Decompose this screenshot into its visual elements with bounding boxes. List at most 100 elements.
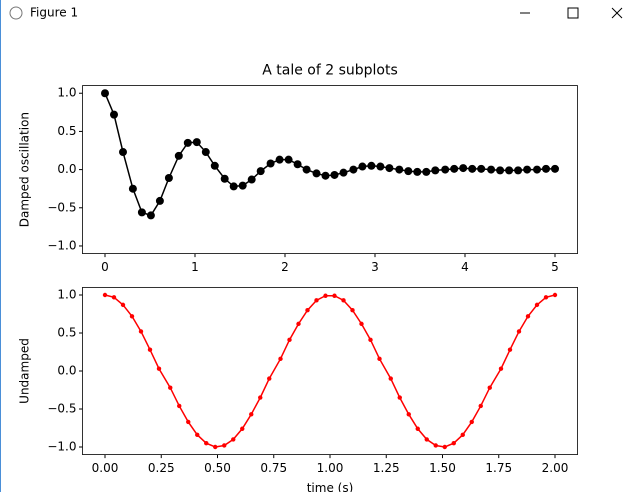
x-tick-label: 1.50 <box>429 461 456 475</box>
y-tick-label: −0.5 <box>47 402 76 416</box>
point <box>487 165 496 174</box>
point <box>404 167 413 176</box>
point <box>192 138 201 147</box>
point <box>388 376 393 381</box>
point <box>174 151 183 160</box>
point <box>101 89 109 98</box>
window-title: Figure 1 <box>30 6 78 20</box>
point <box>146 211 155 220</box>
point <box>451 441 456 446</box>
point <box>534 302 540 308</box>
y-tick-label: −1.0 <box>47 238 76 252</box>
point <box>275 155 284 164</box>
point <box>424 437 429 442</box>
point <box>284 155 293 164</box>
point <box>110 110 118 119</box>
point <box>186 419 191 425</box>
maximize-button[interactable] <box>567 7 579 19</box>
point <box>551 164 559 173</box>
point <box>358 162 367 171</box>
y-tick-label: 0.5 <box>57 326 76 340</box>
point <box>533 165 541 174</box>
y-tick-label: 1.0 <box>57 288 76 302</box>
point <box>201 148 210 157</box>
point <box>240 426 245 431</box>
point <box>258 395 263 400</box>
x-tick-label: 3 <box>371 260 379 274</box>
point <box>552 292 558 298</box>
x-tick-label: 5 <box>551 260 559 274</box>
point <box>204 441 209 446</box>
point <box>129 314 135 319</box>
x-tick-label: 2.00 <box>542 461 569 475</box>
point <box>238 181 247 190</box>
point <box>332 293 337 298</box>
point <box>349 165 358 174</box>
point <box>507 347 513 352</box>
point <box>350 308 355 313</box>
x-tick-label: 0.75 <box>260 461 287 475</box>
point <box>498 366 504 371</box>
point <box>525 314 531 319</box>
point <box>516 329 522 334</box>
y-axis-label: Damped oscillation <box>18 112 32 227</box>
point <box>220 174 229 183</box>
point <box>367 161 376 170</box>
point <box>147 347 153 352</box>
point <box>397 395 402 400</box>
point <box>433 443 438 448</box>
point <box>431 166 440 175</box>
point <box>293 160 302 169</box>
point <box>278 356 283 362</box>
point <box>487 385 492 390</box>
point <box>305 308 310 313</box>
point <box>523 165 532 174</box>
x-tick-label: 0.25 <box>148 461 175 475</box>
y-tick-label: 1.0 <box>57 86 76 100</box>
point <box>229 182 238 191</box>
x-tick-label: 1.25 <box>373 461 400 475</box>
series-line <box>104 294 556 448</box>
point <box>385 164 394 173</box>
point <box>231 437 236 442</box>
point <box>514 166 523 175</box>
point <box>368 337 373 343</box>
point <box>413 167 422 176</box>
point <box>376 162 385 171</box>
point <box>542 164 550 173</box>
x-tick-label: 0 <box>101 260 109 274</box>
x-tick-label: 1.00 <box>317 461 344 475</box>
point <box>469 419 474 425</box>
point <box>249 412 254 417</box>
y-tick-label: 0.5 <box>57 124 76 138</box>
point <box>102 292 108 298</box>
point <box>213 444 218 450</box>
point <box>478 403 483 409</box>
point <box>314 298 319 303</box>
point <box>168 385 173 390</box>
point <box>496 166 505 175</box>
point <box>339 168 348 177</box>
close-button[interactable] <box>611 7 623 19</box>
point <box>296 321 301 327</box>
point <box>210 161 219 170</box>
point <box>406 412 411 417</box>
point <box>505 166 514 175</box>
point <box>222 443 227 448</box>
point <box>543 295 549 300</box>
point <box>120 302 126 308</box>
app-icon <box>9 6 23 20</box>
point <box>395 165 404 174</box>
close-glyph <box>611 7 623 19</box>
point <box>415 426 420 431</box>
x-tick-label: 1 <box>191 260 199 274</box>
x-tick-label: 2 <box>281 260 289 274</box>
point <box>177 403 182 409</box>
point <box>359 321 364 327</box>
point <box>164 174 173 182</box>
point <box>450 164 459 173</box>
point <box>442 444 447 450</box>
point <box>195 432 200 438</box>
chart-title: A tale of 2 subplots <box>262 63 398 79</box>
